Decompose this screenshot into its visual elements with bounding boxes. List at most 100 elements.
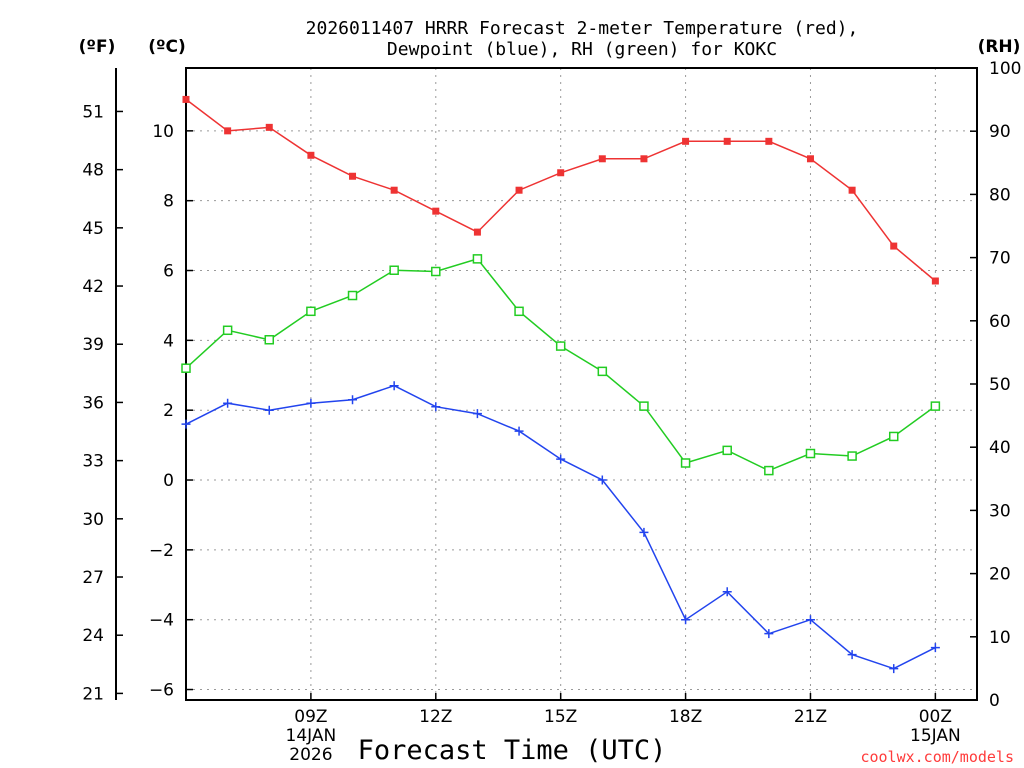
2-meter-temperature-point xyxy=(349,172,357,180)
dewpoint-point xyxy=(306,398,316,408)
dewpoint-point xyxy=(847,650,857,660)
rh-tick-label: 10 xyxy=(989,628,1011,648)
2-meter-temperature-line xyxy=(185,98,936,282)
chart-title-line-1: 2026011407 HRRR Forecast 2-meter Tempera… xyxy=(306,18,859,39)
chart-title-line-2: Dewpoint (blue), RH (green) for KOKC xyxy=(387,39,777,60)
rh-point xyxy=(930,401,941,411)
rh-tick-label: 50 xyxy=(989,375,1011,395)
2-meter-temperature-point xyxy=(224,127,232,135)
rh-point xyxy=(389,265,399,275)
celsius-tick-label: 4 xyxy=(163,331,174,351)
rh-point xyxy=(306,306,316,317)
rh-point xyxy=(264,335,275,345)
2-meter-temperature-point xyxy=(723,137,731,145)
grid xyxy=(186,68,977,700)
celsius-tick-label: 10 xyxy=(152,122,174,142)
dewpoint-point xyxy=(805,615,815,625)
fahrenheit-tick-label: 30 xyxy=(82,510,104,530)
rh-tick-label: 60 xyxy=(989,312,1011,332)
fahrenheit-tick-label: 48 xyxy=(82,161,104,181)
rh-point xyxy=(555,341,566,351)
x-tick-label: 15JAN xyxy=(910,726,961,746)
rh-tick-label: 100 xyxy=(989,59,1021,79)
rh-tick-label: 80 xyxy=(989,185,1011,205)
dewpoint-point xyxy=(223,398,233,408)
rh-point xyxy=(472,254,483,264)
2-meter-temperature-point xyxy=(931,277,939,285)
fahrenheit-tick-label: 42 xyxy=(82,277,104,297)
dewpoint-point xyxy=(389,381,399,391)
fahrenheit-tick-label: 33 xyxy=(82,452,104,472)
rh-point xyxy=(847,451,857,461)
x-axis-label: Forecast Time (UTC) xyxy=(358,735,667,766)
2-meter-temperature-point xyxy=(765,137,773,145)
x-tick-label: 09Z xyxy=(294,707,327,727)
x-tick-label: 12Z xyxy=(419,707,452,727)
dewpoint-point xyxy=(889,664,899,674)
fahrenheit-tick-label: 39 xyxy=(82,335,104,355)
dewpoint-point xyxy=(472,409,482,419)
credit-text: coolwx.com/models xyxy=(860,748,1014,766)
dewpoint-point xyxy=(930,643,940,653)
rh-tick-label: 40 xyxy=(989,438,1011,458)
2-meter-temperature-point xyxy=(806,155,814,163)
2-meter-temperature-point xyxy=(390,186,398,194)
rh-point xyxy=(181,363,191,373)
rh-point xyxy=(431,266,441,277)
rh-point xyxy=(764,465,774,476)
rh-point xyxy=(722,445,732,456)
2-meter-temperature-point xyxy=(598,155,606,163)
dewpoint-point xyxy=(597,475,607,485)
rh-point xyxy=(514,306,524,317)
rh-point xyxy=(805,448,816,459)
dewpoint-point xyxy=(722,587,732,597)
rh-point xyxy=(597,366,608,377)
2-meter-temperature-point xyxy=(473,228,481,236)
x-tick-label: 18Z xyxy=(669,707,702,727)
rh-tick-label: 90 xyxy=(989,122,1011,142)
rh-tick-label: 20 xyxy=(989,565,1011,585)
dewpoint-point xyxy=(348,395,358,405)
dewpoint-point xyxy=(681,615,691,625)
dewpoint-point xyxy=(764,629,774,639)
x-tick-label: 00Z xyxy=(919,707,952,727)
celsius-tick-label: −2 xyxy=(149,541,174,561)
rh-point xyxy=(347,290,358,301)
fahrenheit-tick-label: 27 xyxy=(82,568,104,588)
2-meter-temperature-point xyxy=(848,186,856,194)
celsius-tick-label: −6 xyxy=(149,681,174,701)
dewpoint-point xyxy=(556,454,566,464)
dewpoint-point xyxy=(181,419,191,429)
rh-tick-label: 70 xyxy=(989,249,1011,269)
fahrenheit-tick-label: 24 xyxy=(82,626,104,646)
rh-unit-label: (RH) xyxy=(978,37,1021,57)
fahrenheit-unit-label: (ºF) xyxy=(79,37,116,57)
rh-point xyxy=(222,325,233,336)
rh-point xyxy=(639,401,649,411)
2-meter-temperature-point xyxy=(557,169,565,177)
fahrenheit-tick-label: 51 xyxy=(82,102,104,122)
dewpoint-point xyxy=(514,426,524,436)
x-tick-label: 15Z xyxy=(544,707,577,727)
dewpoint-line xyxy=(185,384,936,670)
dewpoint-point xyxy=(639,527,649,537)
celsius-tick-label: 0 xyxy=(163,471,174,491)
rh-tick-label: 0 xyxy=(989,691,1000,711)
2-meter-temperature-point xyxy=(182,95,190,103)
2-meter-temperature-point xyxy=(432,207,440,215)
celsius-unit-label: (ºC) xyxy=(148,37,186,57)
x-tick-label: 21Z xyxy=(794,707,827,727)
celsius-tick-label: −4 xyxy=(149,611,174,631)
axis-ticks: 1086420−2−4−6514845423936333027242110090… xyxy=(82,59,1021,765)
rh-line xyxy=(185,258,936,472)
rh-tick-label: 30 xyxy=(989,501,1011,521)
data-series xyxy=(181,95,941,674)
fahrenheit-tick-label: 36 xyxy=(82,393,104,413)
x-tick-label: 14JAN xyxy=(286,726,337,746)
2-meter-temperature-point xyxy=(265,123,273,131)
2-meter-temperature-point xyxy=(682,137,690,145)
2-meter-temperature-point xyxy=(515,186,523,194)
2-meter-temperature-point xyxy=(640,155,648,163)
dewpoint-point xyxy=(264,405,274,415)
